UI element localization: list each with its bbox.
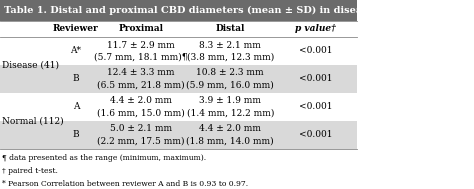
Text: Disease (41): Disease (41) <box>2 60 59 69</box>
Text: Distal: Distal <box>216 24 245 33</box>
Text: p value†: p value† <box>295 24 337 33</box>
Text: ¶ data presented as the range (minimum, maximum).: ¶ data presented as the range (minimum, … <box>2 154 206 162</box>
Text: Reviewer: Reviewer <box>53 24 99 33</box>
Text: 4.4 ± 2.0 mm
(1.6 mm, 15.0 mm): 4.4 ± 2.0 mm (1.6 mm, 15.0 mm) <box>97 96 185 117</box>
FancyBboxPatch shape <box>0 121 357 149</box>
Text: <0.001: <0.001 <box>299 46 333 55</box>
Text: 12.4 ± 3.3 mm
(6.5 mm, 21.8 mm): 12.4 ± 3.3 mm (6.5 mm, 21.8 mm) <box>97 68 185 89</box>
Text: B: B <box>73 130 79 139</box>
Text: Table 1. Distal and proximal CBD diameters (mean ± SD) in disease and normal gro: Table 1. Distal and proximal CBD diamete… <box>4 6 474 15</box>
Text: <0.001: <0.001 <box>299 102 333 111</box>
Text: Normal (112): Normal (112) <box>2 116 64 125</box>
Text: 11.7 ± 2.9 mm
(5.7 mm, 18.1 mm)¶: 11.7 ± 2.9 mm (5.7 mm, 18.1 mm)¶ <box>94 40 188 61</box>
Text: <0.001: <0.001 <box>299 130 333 139</box>
Text: 10.8 ± 2.3 mm
(5.9 mm, 16.0 mm): 10.8 ± 2.3 mm (5.9 mm, 16.0 mm) <box>186 68 274 89</box>
FancyBboxPatch shape <box>0 21 357 37</box>
Text: <0.001: <0.001 <box>299 74 333 83</box>
FancyBboxPatch shape <box>0 0 357 21</box>
Text: A*: A* <box>70 46 82 55</box>
Text: 3.9 ± 1.9 mm
(1.4 mm, 12.2 mm): 3.9 ± 1.9 mm (1.4 mm, 12.2 mm) <box>187 96 274 117</box>
Text: B: B <box>73 74 79 83</box>
FancyBboxPatch shape <box>0 65 357 93</box>
FancyBboxPatch shape <box>0 93 357 121</box>
Text: 8.3 ± 2.1 mm
(3.8 mm, 12.3 mm): 8.3 ± 2.1 mm (3.8 mm, 12.3 mm) <box>187 40 274 61</box>
Text: * Pearson Correlation between reviewer A and B is 0.93 to 0.97.: * Pearson Correlation between reviewer A… <box>2 180 248 188</box>
Text: Proximal: Proximal <box>118 24 164 33</box>
Text: 5.0 ± 2.1 mm
(2.2 mm, 17.5 mm): 5.0 ± 2.1 mm (2.2 mm, 17.5 mm) <box>97 124 185 145</box>
Text: A: A <box>73 102 79 111</box>
FancyBboxPatch shape <box>0 37 357 65</box>
Text: † paired t-test.: † paired t-test. <box>2 167 58 175</box>
Text: 4.4 ± 2.0 mm
(1.8 mm, 14.0 mm): 4.4 ± 2.0 mm (1.8 mm, 14.0 mm) <box>186 124 274 145</box>
